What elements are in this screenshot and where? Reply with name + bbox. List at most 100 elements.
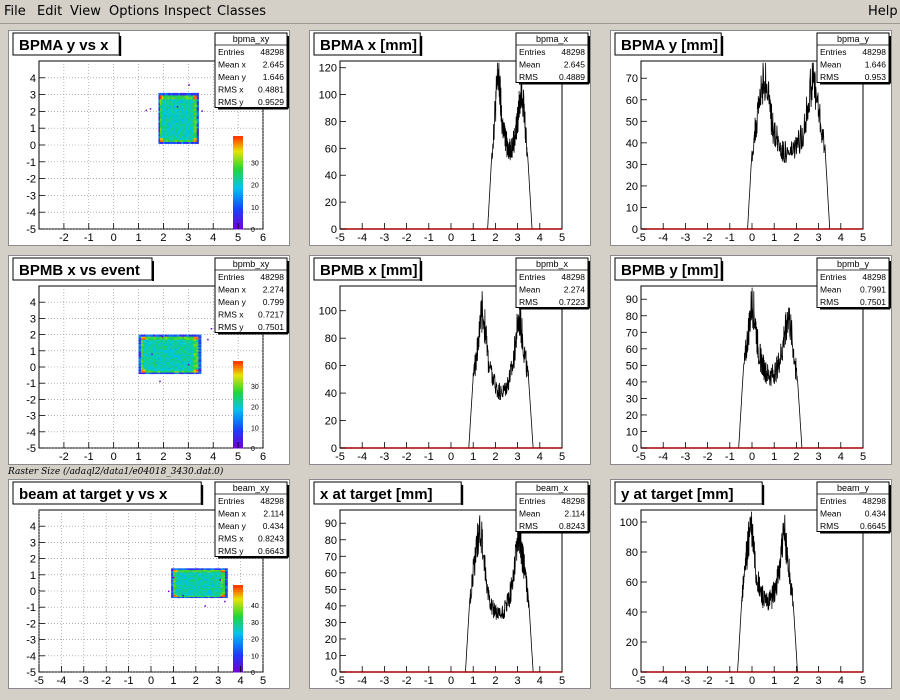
pad-beam-y[interactable]: -5 -4 -3 -2 -1 0 1 2 3 4 5 0 20 40 60 80 100 y at target … bbox=[610, 479, 892, 689]
y-tick-label: 30 bbox=[626, 393, 638, 405]
color-scale-step bbox=[233, 404, 243, 408]
heatmap-cell bbox=[197, 582, 200, 585]
menu-options[interactable]: Options bbox=[109, 4, 160, 19]
heatmap-cell bbox=[225, 582, 228, 585]
menu-inspect[interactable]: Inspect bbox=[164, 4, 212, 19]
heatmap-cell bbox=[192, 571, 196, 574]
pad-bpma-xy[interactable]: 0 10 20 30 -2 -1 0 1 2 3 4 5 6 -5 -4 -3 -2 -1 0 1 2 3 4 BPMA y … bbox=[8, 30, 290, 246]
heatmap-cell bbox=[181, 129, 184, 133]
heatmap-cell bbox=[160, 337, 164, 340]
heatmap-cell bbox=[167, 357, 171, 360]
outlier-point bbox=[179, 142, 182, 144]
heatmap-cell bbox=[179, 591, 183, 594]
pad-bpma-y[interactable]: -5 -4 -3 -2 -1 0 1 2 3 4 5 0 10 20 30 40 50 60 70 BPMA y [m… bbox=[610, 30, 892, 246]
heatmap-cell bbox=[150, 364, 154, 367]
heatmap-cell bbox=[194, 594, 198, 596]
heatmap-cell bbox=[190, 578, 194, 581]
heatmap-cell bbox=[152, 370, 156, 373]
heatmap-cell bbox=[189, 141, 192, 144]
heatmap-cell bbox=[184, 370, 188, 373]
heatmap-cell bbox=[170, 106, 173, 110]
color-scale-step bbox=[233, 177, 243, 181]
heatmap-cell bbox=[190, 116, 193, 119]
heatmap-cell bbox=[218, 581, 222, 584]
heatmap-cell bbox=[194, 578, 198, 581]
heatmap-cell bbox=[188, 352, 192, 355]
heatmap-cell bbox=[203, 572, 207, 575]
pad-beam-x[interactable]: -5 -4 -3 -2 -1 0 1 2 3 4 5 0 10 20 30 40 50 60 70 80 90 x at … bbox=[309, 479, 591, 689]
heatmap-cell bbox=[194, 587, 198, 590]
heatmap-cell bbox=[184, 125, 187, 129]
heatmap-cell bbox=[184, 121, 187, 125]
heatmap-cell bbox=[220, 592, 224, 595]
heatmap-cell bbox=[218, 580, 222, 583]
heatmap-cell bbox=[216, 578, 220, 581]
stats-value: 0.799 bbox=[263, 297, 285, 307]
heatmap-cell bbox=[216, 587, 220, 590]
heatmap-cell bbox=[216, 585, 220, 587]
heatmap-cell bbox=[189, 92, 192, 96]
heatmap-cell bbox=[161, 133, 164, 137]
heatmap-cell bbox=[199, 576, 202, 578]
heatmap-cell bbox=[194, 569, 198, 572]
heatmap-cell bbox=[175, 131, 178, 135]
heatmap-cell bbox=[172, 363, 176, 366]
heatmap-cell bbox=[186, 92, 189, 96]
heatmap-cell bbox=[218, 577, 222, 580]
heatmap-cell bbox=[190, 594, 194, 596]
heatmap-cell bbox=[194, 581, 198, 584]
menu-classes[interactable]: Classes bbox=[217, 4, 266, 19]
heatmap-cell bbox=[173, 102, 176, 106]
heatmap-cell bbox=[171, 571, 174, 574]
menu-help[interactable]: Help bbox=[868, 4, 898, 19]
heatmap-cell bbox=[143, 371, 147, 375]
heatmap-cell bbox=[188, 368, 192, 372]
menu-file[interactable]: File bbox=[4, 4, 26, 19]
pad-bpmb-xy[interactable]: 0 10 20 30 -2 -1 0 1 2 3 4 5 6 -5 -4 -3 -2 -1 0 1 2 3 4 BPMB x … bbox=[8, 255, 290, 465]
heatmap-cell bbox=[145, 355, 149, 358]
heatmap-cell bbox=[166, 116, 169, 119]
stats-value: 2.114 bbox=[564, 509, 585, 519]
heatmap-cell bbox=[184, 129, 187, 133]
heatmap-cell bbox=[164, 355, 168, 358]
heatmap-cell bbox=[176, 349, 180, 352]
heatmap-cell bbox=[160, 357, 164, 360]
pad-bpmb-x[interactable]: -5 -4 -3 -2 -1 0 1 2 3 4 5 0 20 40 60 80 100 BPMB x [mm] b… bbox=[309, 255, 591, 465]
heatmap-cell bbox=[166, 94, 169, 98]
stats-label: Entries bbox=[519, 272, 545, 282]
heatmap-cell bbox=[162, 345, 166, 348]
pad-bpmb-y[interactable]: -5 -4 -3 -2 -1 0 1 2 3 4 5 0 10 20 30 40 50 60 70 80 90 BPMB … bbox=[610, 255, 892, 465]
heatmap-cell bbox=[181, 589, 185, 592]
heatmap-cell bbox=[184, 592, 187, 595]
heatmap-cell bbox=[186, 578, 189, 581]
heatmap-cell bbox=[160, 345, 164, 348]
heatmap-cell bbox=[220, 586, 224, 588]
heatmap-cell bbox=[214, 579, 217, 582]
heatmap-cell bbox=[186, 586, 189, 588]
heatmap-cell bbox=[179, 595, 183, 597]
menu-view[interactable]: View bbox=[70, 4, 101, 19]
heatmap-cell bbox=[166, 110, 169, 113]
color-scale-step bbox=[233, 369, 243, 373]
stats-label: Entries bbox=[820, 496, 846, 506]
heatmap-cell bbox=[198, 370, 202, 373]
heatmap-cell bbox=[195, 137, 198, 141]
pad-bpma-x[interactable]: -5 -4 -3 -2 -1 0 1 2 3 4 5 0 20 40 60 80 100 120 BPMA x [m… bbox=[309, 30, 591, 246]
heatmap-cell bbox=[167, 127, 170, 131]
heatmap-cell bbox=[173, 131, 176, 135]
heatmap-cell bbox=[184, 337, 188, 340]
heatmap-cell bbox=[174, 360, 178, 363]
heatmap-cell bbox=[145, 357, 149, 360]
heatmap-cell bbox=[161, 141, 164, 144]
heatmap-cell bbox=[225, 585, 228, 587]
menu-edit[interactable]: Edit bbox=[37, 4, 63, 19]
heatmap-cell bbox=[198, 354, 202, 357]
heatmap-cell bbox=[182, 98, 186, 102]
heatmap-cell bbox=[181, 92, 184, 96]
heatmap-cell bbox=[163, 125, 166, 129]
heatmap-cell bbox=[152, 355, 156, 358]
heatmap-cell bbox=[175, 575, 179, 577]
heatmap-cell bbox=[190, 577, 194, 580]
pad-beam-xy[interactable]: 0 10 20 30 40 -5 -4 -3 -2 -1 0 1 2 3 4 5 -5 -4 -3 -2 -1 0 1 2 3 4… bbox=[8, 479, 290, 689]
heatmap-cell bbox=[150, 337, 154, 340]
